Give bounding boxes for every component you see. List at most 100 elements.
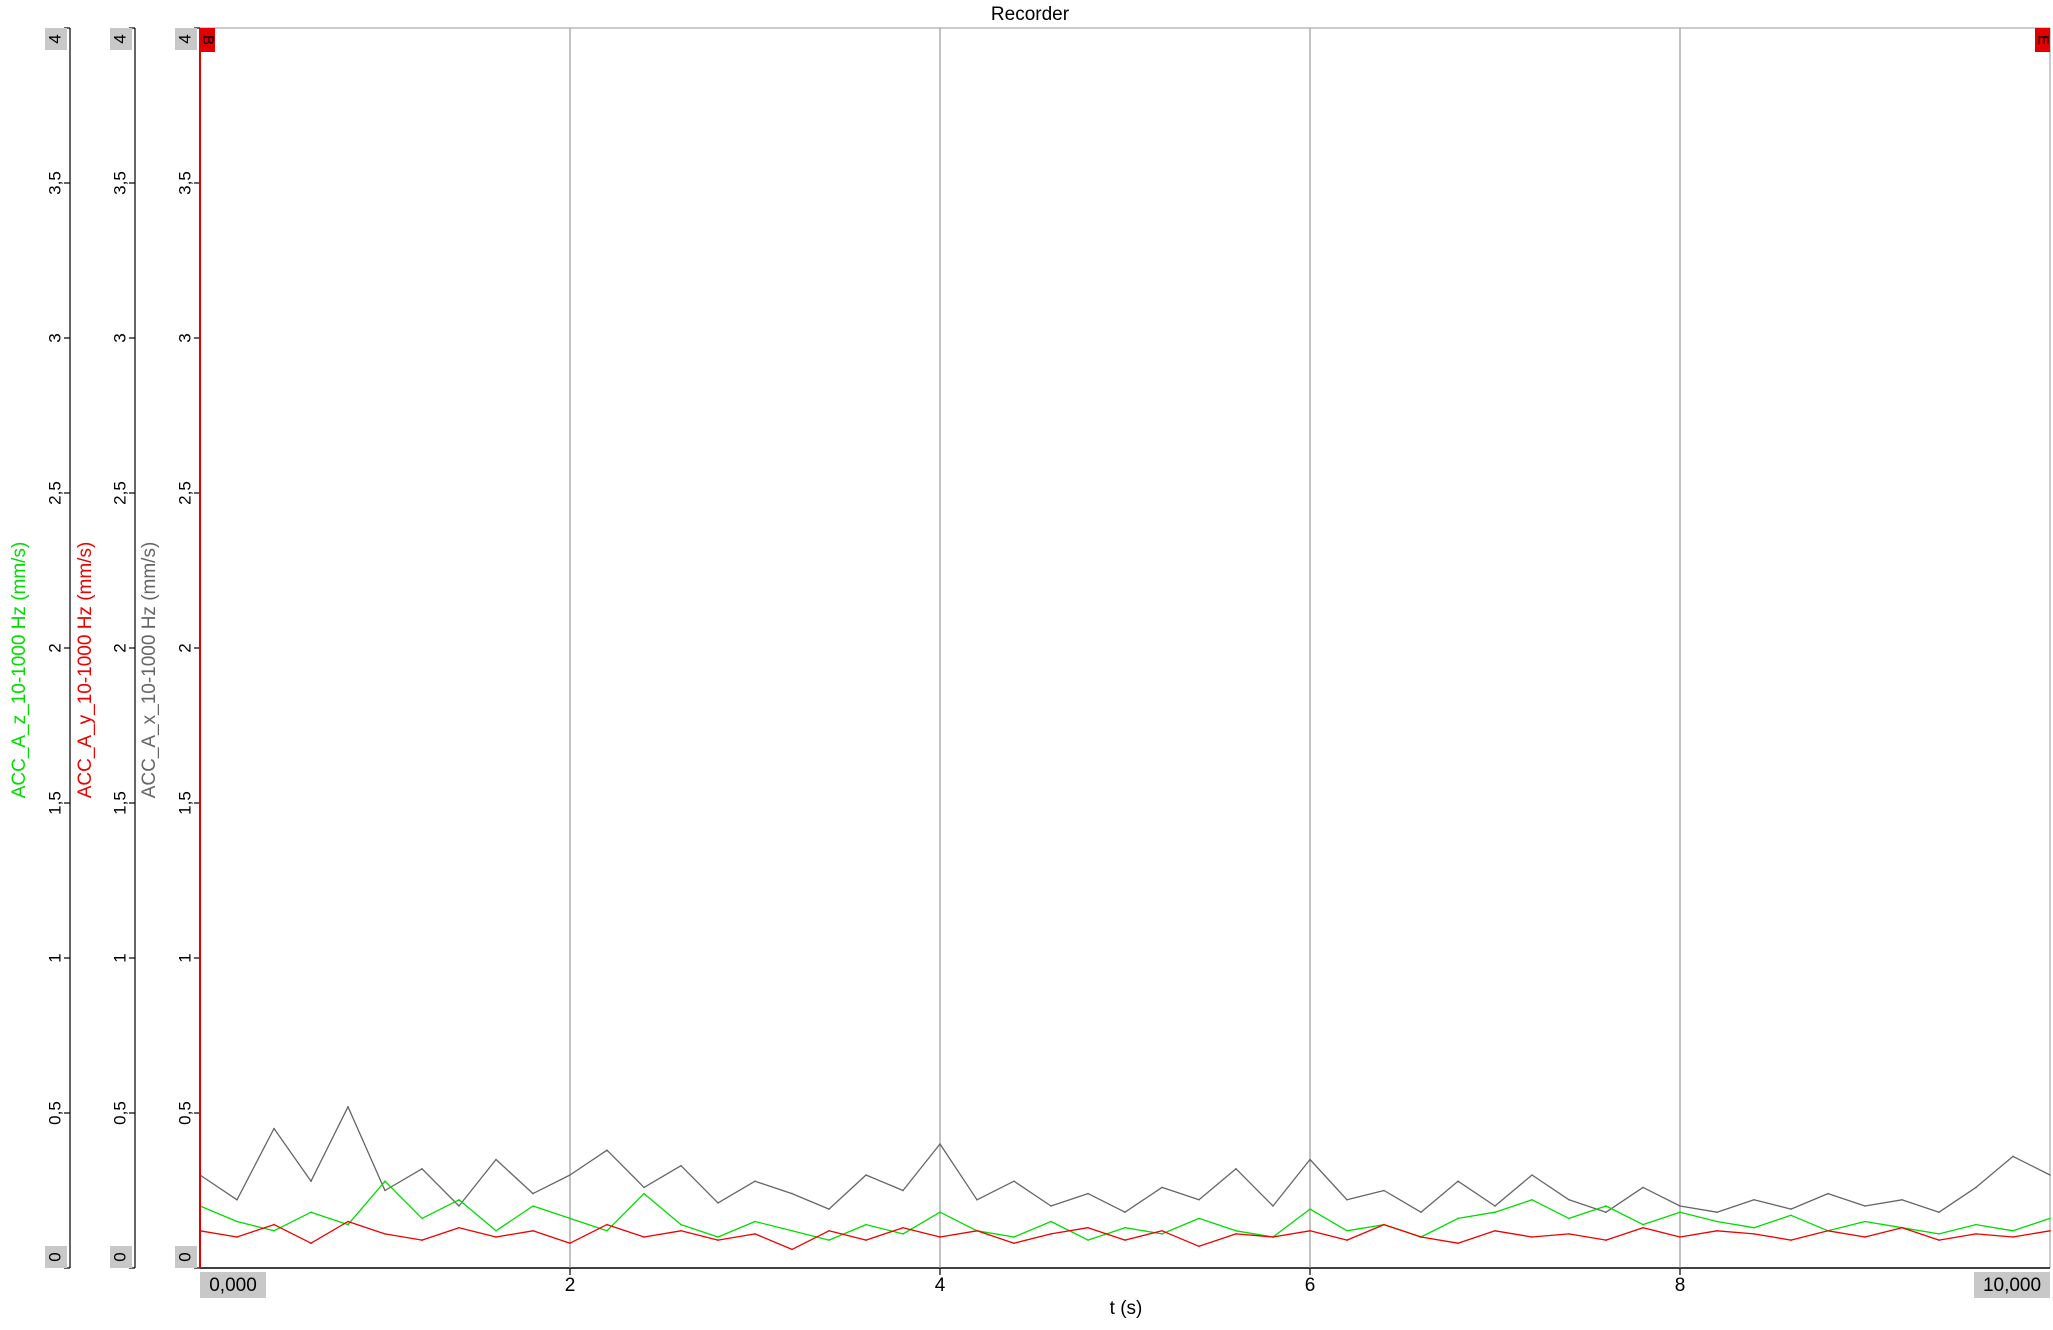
y-tick-label: 3 <box>175 333 194 342</box>
series-point <box>1013 1242 1015 1244</box>
series-point <box>1309 1230 1311 1232</box>
y-tick-label-box <box>45 28 67 50</box>
y-tick-label: 4 <box>175 34 194 43</box>
series-point <box>1087 1192 1089 1195</box>
series-point <box>1827 1192 1829 1195</box>
series-point <box>939 1236 941 1238</box>
y-tick-label-box <box>110 28 132 50</box>
y-tick-label: 2,5 <box>45 481 64 505</box>
y-tick-label: 2 <box>45 643 64 652</box>
series-point <box>1235 1168 1237 1170</box>
series-point <box>347 1106 349 1108</box>
series-point <box>754 1220 756 1223</box>
y-tick-label-box <box>110 1246 132 1268</box>
series-point <box>495 1236 497 1238</box>
series-layer <box>199 1106 2051 1251</box>
cursor-left-marker <box>200 28 215 52</box>
series-point <box>421 1217 423 1220</box>
series-point <box>1605 1239 1607 1241</box>
series-point <box>1457 1180 1459 1182</box>
y-tick-label: 2,5 <box>175 481 194 505</box>
series-point <box>1716 1211 1718 1213</box>
series-point <box>1420 1211 1422 1213</box>
y-tick-label: 3,5 <box>45 171 64 195</box>
series-point <box>606 1223 608 1226</box>
series-point <box>384 1180 386 1182</box>
x-tick-label: 8 <box>1675 1275 1686 1296</box>
series-point <box>902 1233 904 1235</box>
series-point <box>1605 1211 1607 1213</box>
series-point <box>347 1223 349 1226</box>
series-point <box>1198 1245 1200 1248</box>
series-point <box>1235 1233 1237 1235</box>
series-point <box>976 1230 978 1232</box>
series-point <box>902 1226 904 1229</box>
y-tick-label-box <box>175 28 197 50</box>
series-point <box>1457 1217 1459 1220</box>
series-point <box>643 1192 645 1195</box>
series-point <box>680 1164 682 1167</box>
series-point <box>828 1239 830 1241</box>
vertical-gridlines <box>569 28 1681 1268</box>
series-point <box>1346 1199 1348 1201</box>
series-point <box>1901 1226 1903 1229</box>
y-tick-label: 3 <box>45 333 64 342</box>
y-tick-label: 3 <box>110 333 129 342</box>
series-point <box>2049 1217 2051 1220</box>
series-point <box>976 1199 978 1201</box>
y-tick-label: 4 <box>45 34 64 43</box>
series-point <box>421 1168 423 1170</box>
series-point <box>458 1199 460 1201</box>
series-point <box>754 1180 756 1182</box>
y-tick-label: 2,5 <box>110 481 129 505</box>
series-line <box>199 1180 2051 1241</box>
series-point <box>458 1226 460 1229</box>
series-point <box>791 1230 793 1232</box>
series-point <box>1087 1226 1089 1229</box>
series-point <box>680 1230 682 1232</box>
series-point <box>1531 1174 1533 1176</box>
series-point <box>1975 1223 1977 1226</box>
series-point <box>1272 1236 1274 1238</box>
series-point <box>569 1174 571 1176</box>
series-point <box>1013 1236 1015 1238</box>
series-point <box>1198 1199 1200 1201</box>
series-point <box>902 1189 904 1192</box>
series-point <box>1679 1211 1681 1213</box>
series-point <box>828 1230 830 1232</box>
series-point <box>495 1158 497 1161</box>
y-tick-label: 0 <box>175 1252 194 1261</box>
series-point <box>1420 1236 1422 1238</box>
series-point <box>754 1233 756 1235</box>
series-point <box>1679 1205 1681 1207</box>
x-end-label: 10,000 <box>1983 1275 2041 1296</box>
series-point <box>717 1239 719 1241</box>
y-axis-label: ACC_A_x_10-1000 Hz (mm/s) <box>139 542 160 799</box>
series-point <box>1161 1186 1163 1189</box>
cursor-left-label: B <box>200 35 217 45</box>
cursor-right-marker <box>2035 28 2050 52</box>
y-tick-label: 3,5 <box>110 171 129 195</box>
series-point <box>1975 1233 1977 1235</box>
y-tick-label: 1,5 <box>175 791 194 815</box>
series-point <box>606 1149 608 1151</box>
series-point <box>1790 1208 1792 1210</box>
y-tick-label-box <box>45 1246 67 1268</box>
x-start-label: 0,000 <box>209 1275 257 1296</box>
series-point <box>1531 1236 1533 1238</box>
series-point <box>1272 1205 1274 1207</box>
series-point <box>421 1239 423 1241</box>
series-line <box>199 1106 2051 1213</box>
series-point <box>2049 1174 2051 1176</box>
series-point <box>1235 1230 1237 1232</box>
series-point <box>939 1211 941 1213</box>
series-point <box>1864 1205 1866 1207</box>
series-point <box>717 1202 719 1204</box>
series-point <box>1864 1220 1866 1223</box>
x-tick-label: 6 <box>1305 1275 1316 1296</box>
series-point <box>2012 1155 2014 1158</box>
series-point <box>865 1174 867 1176</box>
series-point <box>1494 1211 1496 1213</box>
